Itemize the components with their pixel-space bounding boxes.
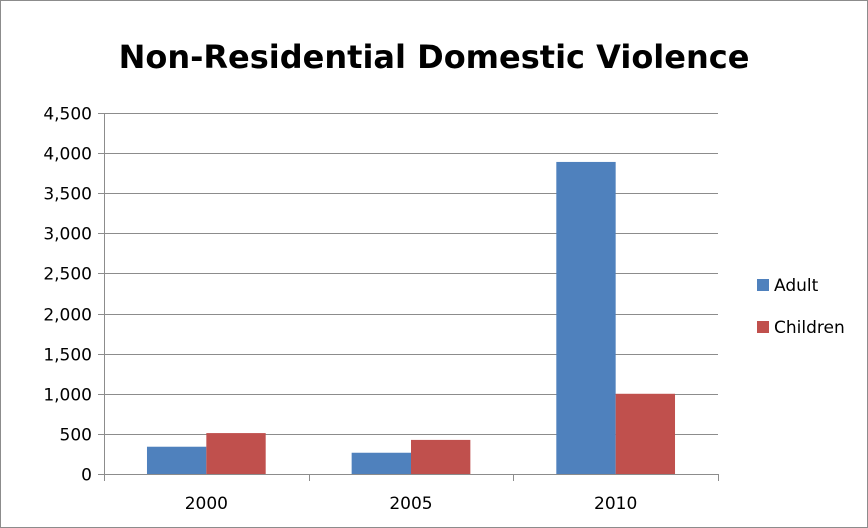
bars — [146, 161, 676, 475]
x-tick-label: 2005 — [389, 494, 432, 514]
gridlines — [104, 113, 718, 435]
y-tick-label: 4,500 — [43, 105, 92, 125]
bar-children-2010 — [615, 393, 676, 474]
legend: Adult Children — [757, 276, 845, 338]
x-axis: 2000 2005 2010 — [104, 474, 719, 514]
legend-label: Children — [774, 318, 845, 338]
y-axis: 0 500 1,000 1,500 2,000 2,500 3,000 3,500 4,000 4… — [43, 105, 105, 486]
y-tick-label: 2,000 — [43, 306, 92, 326]
legend-swatch — [757, 321, 769, 333]
bar-children-2005 — [411, 439, 471, 474]
legend-label: Adult — [774, 276, 819, 296]
bar-children-2000 — [206, 433, 266, 474]
bar-adult-2000 — [146, 446, 207, 474]
y-tick-label: 4,000 — [43, 145, 92, 165]
legend-swatch — [757, 279, 769, 291]
bar-adult-2005 — [351, 452, 411, 474]
x-tick-label: 2010 — [594, 494, 637, 514]
y-tick-label: 3,500 — [43, 185, 92, 205]
y-tick-label: 2,500 — [43, 265, 92, 285]
x-tick-label: 2000 — [185, 494, 228, 514]
y-tick-label: 0 — [81, 466, 92, 486]
y-tick-label: 1,500 — [43, 346, 92, 366]
y-tick-label: 1,000 — [43, 386, 92, 406]
bar-adult-2010 — [556, 161, 616, 475]
chart-title: Non-Residential Domestic Violence — [118, 38, 750, 76]
y-tick-label: 3,000 — [43, 225, 92, 245]
y-tick-label: 500 — [60, 426, 92, 446]
